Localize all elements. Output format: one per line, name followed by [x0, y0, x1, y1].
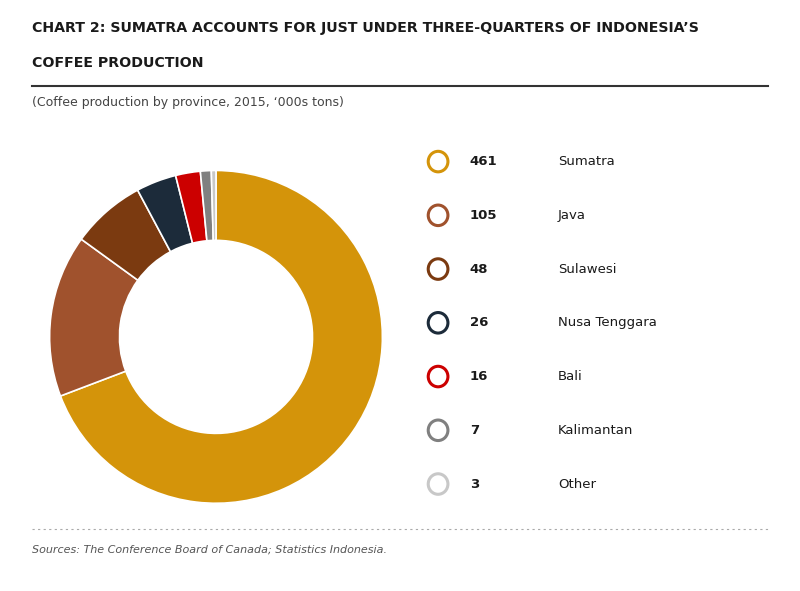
- Text: 48: 48: [470, 262, 488, 275]
- Text: Sulawesi: Sulawesi: [558, 262, 616, 275]
- Text: Nusa Tenggara: Nusa Tenggara: [558, 316, 657, 329]
- Circle shape: [428, 313, 448, 333]
- Wedge shape: [200, 171, 214, 241]
- Text: Sources: The Conference Board of Canada; Statistics Indonesia.: Sources: The Conference Board of Canada;…: [32, 545, 387, 555]
- Wedge shape: [211, 170, 216, 241]
- Wedge shape: [50, 239, 138, 396]
- Text: Bali: Bali: [558, 370, 582, 383]
- Text: 16: 16: [470, 370, 488, 383]
- Text: COFFEE PRODUCTION: COFFEE PRODUCTION: [32, 56, 203, 70]
- Text: 7: 7: [470, 424, 479, 437]
- Text: CHART 2: SUMATRA ACCOUNTS FOR JUST UNDER THREE-QUARTERS OF INDONESIA’S: CHART 2: SUMATRA ACCOUNTS FOR JUST UNDER…: [32, 21, 699, 35]
- Circle shape: [428, 474, 448, 494]
- Wedge shape: [138, 176, 193, 252]
- Text: Java: Java: [558, 209, 586, 222]
- Circle shape: [428, 420, 448, 440]
- Circle shape: [428, 366, 448, 387]
- Wedge shape: [61, 170, 382, 504]
- Text: Sumatra: Sumatra: [558, 155, 614, 168]
- Text: (Coffee production by province, 2015, ‘000s tons): (Coffee production by province, 2015, ‘0…: [32, 96, 344, 109]
- Wedge shape: [175, 171, 207, 243]
- Text: 105: 105: [470, 209, 498, 222]
- Wedge shape: [82, 190, 170, 280]
- Circle shape: [428, 205, 448, 226]
- Text: 3: 3: [470, 478, 479, 491]
- Text: 26: 26: [470, 316, 488, 329]
- Circle shape: [428, 259, 448, 280]
- Text: Kalimantan: Kalimantan: [558, 424, 633, 437]
- Text: Other: Other: [558, 478, 596, 491]
- Circle shape: [428, 151, 448, 172]
- Text: 461: 461: [470, 155, 498, 168]
